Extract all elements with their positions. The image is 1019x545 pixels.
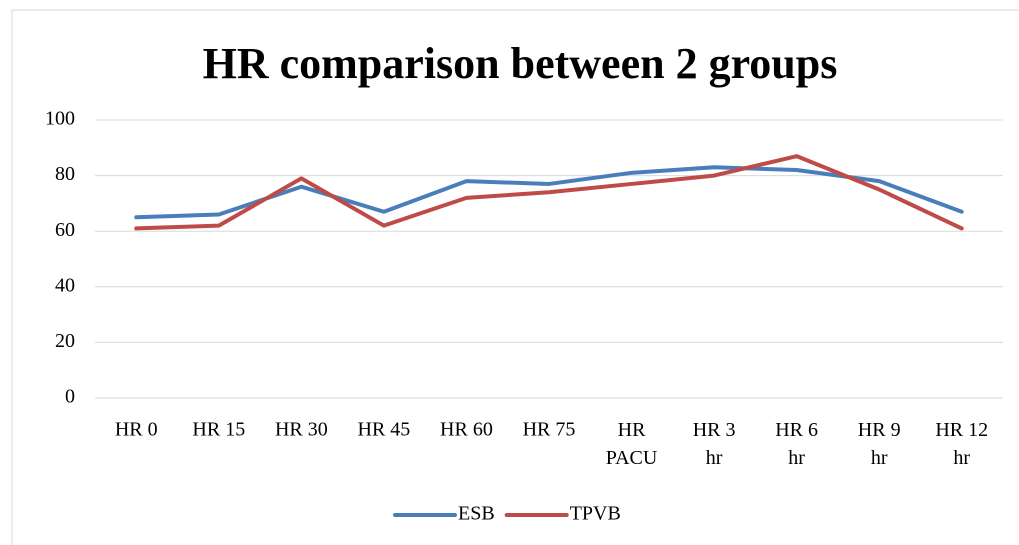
x-tick-label: HR 9 hr [858, 419, 901, 469]
x-tick-label: HR 0 [115, 419, 158, 441]
x-tick-label: HR 45 [358, 419, 411, 441]
chart-title: HR comparison between 2 groups [203, 39, 838, 88]
y-tick-label: 20 [55, 330, 75, 352]
y-tick-label: 40 [55, 274, 75, 296]
x-tick-label: HR 12 hr [935, 419, 988, 469]
x-tick-label: HR 30 [275, 419, 328, 441]
chart-frame [11, 9, 1019, 545]
x-tick-label: HR PACU [606, 419, 658, 469]
x-tick-label: HR 6 hr [775, 419, 818, 469]
series-line [134, 154, 964, 231]
y-tick-label: 100 [45, 108, 75, 130]
x-tick-label: HR 60 [440, 419, 493, 441]
x-tick-label: HR 75 [523, 419, 576, 441]
y-tick-label: 60 [55, 219, 75, 241]
y-tick-label: 0 [65, 386, 75, 408]
legend-label: TPVB [570, 503, 621, 525]
x-tick-label: HR 3 hr [693, 419, 736, 469]
x-tick-label: HR 15 [192, 419, 245, 441]
legend-label: ESB [458, 503, 495, 525]
y-tick-label: 80 [55, 163, 75, 185]
